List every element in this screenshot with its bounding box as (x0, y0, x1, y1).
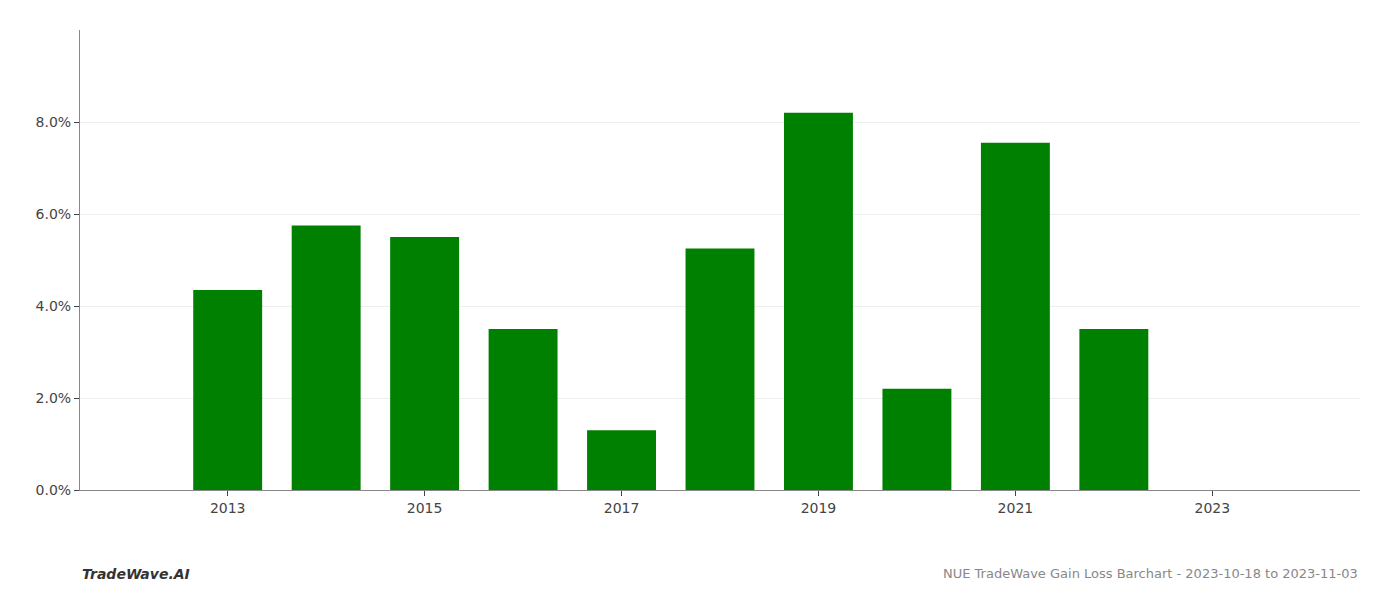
svg-text:TradeWave.AI: TradeWave.AI (82, 566, 190, 582)
svg-text:8.0%: 8.0% (36, 114, 72, 130)
svg-text:2021: 2021 (998, 500, 1034, 516)
svg-text:2013: 2013 (210, 500, 246, 516)
svg-text:2023: 2023 (1194, 500, 1230, 516)
svg-text:2017: 2017 (604, 500, 640, 516)
svg-text:6.0%: 6.0% (36, 206, 72, 222)
svg-text:0.0%: 0.0% (36, 482, 72, 498)
svg-text:NUE TradeWave Gain Loss Barcha: NUE TradeWave Gain Loss Barchart - 2023-… (943, 566, 1358, 581)
svg-text:2015: 2015 (407, 500, 443, 516)
svg-text:4.0%: 4.0% (36, 298, 72, 314)
svg-text:2.0%: 2.0% (36, 390, 72, 406)
svg-text:2019: 2019 (801, 500, 837, 516)
